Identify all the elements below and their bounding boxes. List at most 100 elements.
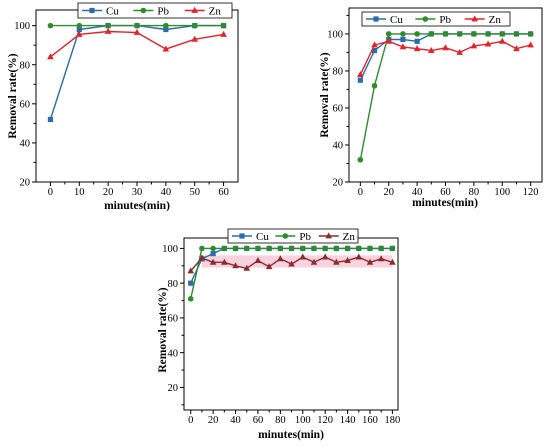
chart2-pb-point: [527, 31, 534, 37]
chart-1: 0 10 20 30 40 50 60 20 40 60 80 100 minutes(min) Remo…: [7, 2, 239, 212]
chart3-y-tick-label: 40: [168, 348, 179, 359]
chart1-zn-point: [133, 28, 141, 35]
chart2-y-tick-label: 40: [333, 141, 344, 152]
chart3-pb-point: [243, 245, 250, 252]
chart3-zn-point: [344, 256, 351, 263]
chart1-legend-cu-marker: [89, 7, 95, 14]
chart1-legend: Cu Pb Zn: [77, 2, 233, 19]
chart2-zn-point: [484, 40, 492, 47]
chart3-zn-point: [232, 262, 239, 269]
chart3-x-tick-label: 0: [188, 415, 193, 426]
chart2-pb-point: [471, 31, 477, 37]
chart1-legend-pb-marker: [140, 7, 147, 14]
chart3-pb-point: [367, 245, 373, 252]
chart3-zn-point: [265, 263, 273, 270]
chart2-x-tick-label: 0: [358, 187, 363, 198]
chart1-legend-pb-label: Pb: [157, 6, 169, 18]
chart1-legend-item-zn: Zn: [184, 6, 221, 18]
chart3-x-tick-label: 40: [230, 415, 241, 426]
chart1-plot-frame: [35, 9, 239, 183]
chart1-zn-point: [191, 35, 199, 42]
chart1-y-tick-label: 20: [20, 178, 31, 189]
chart3-cu-point: [210, 251, 216, 257]
chart2-zn-point: [371, 41, 378, 48]
chart2-y-tick-label: 80: [333, 67, 344, 78]
chart3-zn-point: [333, 258, 340, 265]
chart1-legend-item-pb: Pb: [133, 6, 169, 18]
chart3-zn-point: [355, 253, 363, 260]
chart1-pb-point: [105, 22, 111, 29]
chart1-zn-point: [104, 27, 112, 34]
chart2-x-tick-label: 60: [440, 187, 451, 198]
chart1-x-tick-label: 30: [132, 187, 143, 198]
chart3-legend-item-zn: Zn: [318, 231, 356, 243]
chart3-legend-zn-marker: [325, 232, 332, 239]
chart3-pb-point: [199, 245, 205, 252]
chart3-pb-point: [277, 245, 284, 252]
chart3-pb-point: [187, 296, 194, 302]
chart3-zn-point: [254, 256, 262, 263]
chart3-zn-point: [243, 264, 251, 271]
chart3-y-tick-label: 100: [162, 244, 178, 255]
chart2-y-tick-label: 20: [333, 178, 344, 189]
chart2-legend: Cu Pb Zn: [361, 11, 511, 27]
chart2-zn-point: [357, 71, 364, 78]
chart2-pb-point: [428, 31, 435, 37]
chart1-series-pb: [47, 22, 227, 29]
chart3-zn-band: [201, 255, 393, 268]
chart3-zn-point: [299, 253, 307, 260]
chart3-pb-point: [288, 245, 295, 252]
chart3-series-pb: [187, 245, 396, 302]
chart1-y-tick-label: 40: [20, 139, 31, 150]
chart3-y-tick-label: 80: [168, 279, 179, 290]
chart3-legend-item-pb: Pb: [275, 231, 311, 243]
chart2-zn-point: [513, 45, 520, 52]
chart2-pb-point: [414, 31, 420, 37]
chart1-zn-line: [49, 30, 224, 58]
chart3-y-tick-label: 60: [168, 314, 179, 325]
chart3-x-tick-label: 140: [340, 415, 356, 426]
chart2-series-zn: [357, 37, 534, 78]
chart3-pb-point: [299, 245, 306, 252]
chart3-pb-point: [322, 245, 328, 252]
chart2-cu-point: [357, 77, 363, 83]
chart2-pb-line: [359, 33, 531, 160]
chart2-x-tick-label: 20: [383, 187, 394, 198]
chart2-y-axis-label: Removal rate(%): [319, 52, 331, 137]
chart3-pb-point: [355, 245, 362, 252]
chart1-x-axis-label: minutes(min): [104, 200, 170, 212]
chart1-pb-point: [163, 22, 169, 29]
chart2-legend-box: [361, 11, 511, 27]
chart2-cu-line: [359, 33, 531, 81]
chart1-cu-point: [76, 26, 82, 33]
chart3-legend-zn-label: Zn: [343, 231, 356, 243]
chart1-y-tick-label: 60: [20, 99, 31, 110]
chart-2: 0 20 40 60 80 100 120 20 40 60 80 100 minutes(min) Re…: [319, 7, 543, 209]
chart3-series-zn: [187, 253, 396, 274]
chart1-y-tick-label: 100: [14, 21, 30, 32]
chart2-zn-point: [470, 42, 478, 49]
chart3-pb-point: [389, 245, 396, 252]
chart2-pb-point: [499, 31, 506, 37]
chart3-legend: Cu Pb Zn: [227, 228, 359, 244]
chart3-x-tick-label: 80: [275, 415, 286, 426]
chart3-zn-point: [277, 255, 284, 262]
chart2-zn-point: [498, 37, 506, 44]
chart2-cu-point: [414, 38, 420, 44]
chart3-legend-pb-label: Pb: [299, 231, 311, 243]
chart3-zn-point: [366, 258, 374, 265]
chart3-axes: 0 20 40 60 80 100 120 140 160 180 20 40 60 80 100: [162, 237, 400, 426]
chart1-pb-point: [191, 22, 198, 29]
chart2-cu-point: [400, 36, 406, 43]
chart1-legend-box: [77, 2, 233, 19]
chart2-legend-zn-label: Zn: [489, 14, 502, 26]
chart2-y-tick-label: 100: [327, 30, 343, 41]
chart2-zn-point: [527, 41, 534, 48]
chart3-zn-point: [187, 267, 195, 274]
chart2-zn-point: [442, 44, 449, 51]
chart3-zn-point: [310, 258, 318, 265]
chart2-x-axis-label: minutes(min): [412, 197, 478, 209]
chart1-legend-zn-marker: [191, 6, 198, 13]
chart3-legend-item-cu: Cu: [232, 231, 269, 243]
